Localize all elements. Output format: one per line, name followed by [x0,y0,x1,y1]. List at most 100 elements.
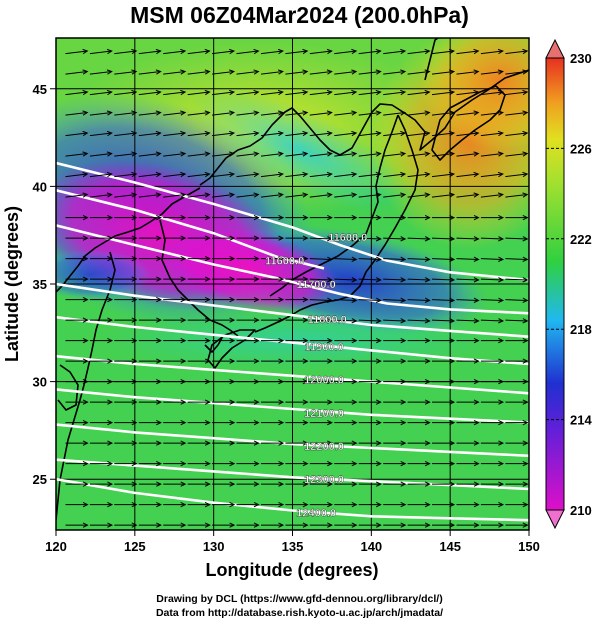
x-tick-label: 150 [518,539,540,554]
wind-vector-head [449,297,456,303]
wind-vector-head [498,481,505,487]
wind-vector [407,237,430,240]
wind-vector-head [277,110,284,116]
wind-vector-head [156,276,162,282]
wind-vector-head [156,296,162,303]
wind-vector [505,112,528,116]
wind-vector-head [204,296,211,303]
wind-vector-head [302,399,309,405]
wind-vector-head [302,481,309,487]
wind-vector-head [327,481,333,487]
wind-vector-head [449,481,456,487]
wind-vector-head [351,318,358,324]
wind-vector [334,194,357,198]
wind-vector-head [400,337,407,344]
wind-vector-head [82,501,89,508]
wind-vector [89,153,112,157]
wind-vector-head [131,89,138,96]
wind-vector-head [351,337,358,344]
wind-vector [65,173,88,178]
wind-vector-head [327,378,333,385]
wind-vector [236,50,259,55]
wind-vector [505,319,528,322]
wind-vector [89,132,112,137]
wind-vector-head [497,130,504,137]
wind-vector [407,132,430,137]
wind-vector-head [448,130,456,137]
wind-vector-head [449,256,456,262]
wind-vector [358,173,381,178]
wind-vector [138,71,161,75]
wind-vector-head [522,192,529,198]
wind-vector [285,194,308,198]
wind-vector [431,153,454,157]
colorbar-tick-label: 214 [570,413,592,428]
wind-vector-head [400,110,407,116]
wind-vector-head [278,481,285,487]
wind-vector [505,173,528,178]
wind-vector-head [498,419,505,426]
wind-vector-head [277,171,284,178]
wind-vector-head [180,296,187,303]
wind-vector-head [82,378,89,385]
wind-vector-head [497,171,504,178]
wind-vector-head [180,378,187,385]
wind-vector [212,50,234,55]
wind-vector-head [400,48,407,55]
wind-vector-head [302,171,309,178]
wind-vector-head [302,69,309,75]
wind-vector [383,91,406,96]
wind-vector-head [522,69,529,75]
wind-vector-head [400,256,407,262]
wind-vector-head [351,522,358,528]
wind-vector [65,153,88,157]
wind-vector-head [253,214,260,221]
wind-vector-head [327,236,333,242]
wind-vector-head [155,69,162,75]
wind-vector-head [473,151,480,157]
wind-vector-head [302,378,309,385]
wind-vector [505,194,528,198]
wind-vector [505,153,528,157]
wind-vector-head [424,69,431,75]
wind-vector-head [302,296,309,303]
wind-vector [138,153,161,157]
y-tick-label: 45 [33,82,47,97]
wind-vector-head [302,89,309,96]
wind-vector-head [155,89,162,96]
wind-vector [114,173,137,178]
wind-vector-head [229,151,236,157]
wind-vector-head [400,501,407,508]
wind-vector-head [204,481,211,487]
y-tick-label: 35 [33,277,47,292]
wind-vector-head [82,522,89,528]
wind-vector [309,112,332,116]
wind-vector-head [400,151,407,157]
wind-vector-head [302,192,309,198]
wind-vector-head [107,317,114,323]
wind-vector-head [326,89,333,96]
wind-vector [65,132,88,137]
wind-vector [285,112,308,116]
wind-vector-head [253,48,260,55]
wind-vector-head [204,501,211,508]
wind-vector-head [302,130,309,137]
wind-vector [260,153,283,157]
wind-vector [358,237,381,240]
wind-vector [431,173,454,178]
wind-vector-head [400,318,407,324]
wind-vector-head [107,522,114,528]
x-axis-label: Longitude (degrees) [205,560,378,580]
wind-vector-head [278,255,285,262]
wind-vector-head [351,89,358,96]
wind-vector-head [498,277,505,283]
contour-label: 11700.0 [297,279,336,291]
wind-vector-head [278,419,285,426]
wind-vector-head [302,358,309,364]
wind-vector-head [424,130,431,137]
wind-vector-head [424,151,431,157]
wind-vector-head [278,522,285,528]
wind-vector [309,71,332,75]
wind-vector [309,50,332,55]
wind-vector-head [277,130,284,137]
